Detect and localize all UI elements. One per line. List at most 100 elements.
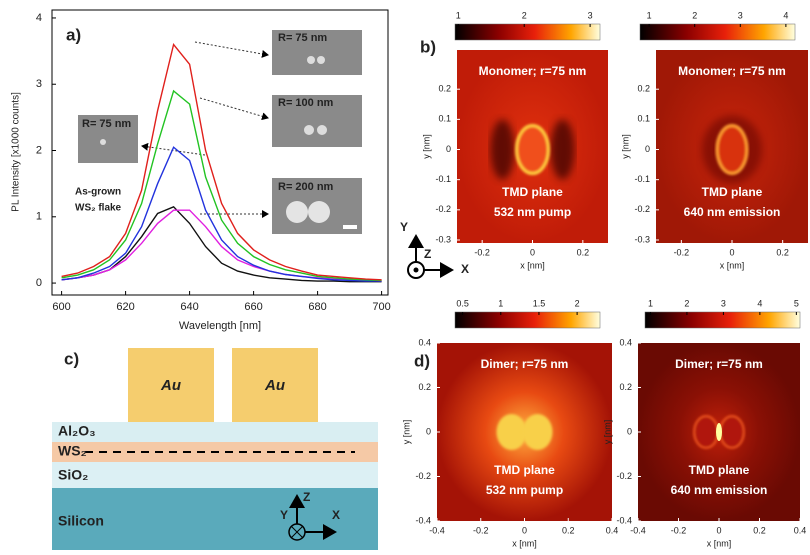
y-tick-label: 1 xyxy=(36,211,42,223)
x-tick-label: 0.2 xyxy=(776,247,789,257)
axis-letter: Z xyxy=(303,490,310,504)
y-axis-label: y [nm] xyxy=(401,420,411,445)
y-tick-label: 0 xyxy=(627,426,632,436)
colorbar-tick-label: 0.5 xyxy=(456,298,469,308)
inset-label: R= 100 nm xyxy=(278,97,334,109)
y-tick-label: 0.2 xyxy=(619,382,632,392)
x-tick-label: 0.2 xyxy=(753,525,766,535)
y-tick-label: 0.2 xyxy=(637,84,650,94)
y-tick-label: 0 xyxy=(426,426,431,436)
heatmap-title: Dimer; r=75 nm xyxy=(675,357,763,371)
inset-label: R= 75 nm xyxy=(278,32,327,44)
heatmap-title: Monomer; r=75 nm xyxy=(678,64,786,78)
field-shadow xyxy=(491,120,515,180)
heatmap-caption: TMD plane xyxy=(689,463,750,477)
y-tick-label: 4 xyxy=(36,12,42,24)
panel-label: a) xyxy=(66,25,81,44)
axis-letter: Z xyxy=(424,247,431,261)
flake-label: As-grown xyxy=(75,187,121,198)
colorbar xyxy=(455,24,600,40)
y-tick-label: -0.1 xyxy=(435,174,451,184)
x-tick-label: -0.2 xyxy=(674,247,690,257)
x-tick-label: -0.2 xyxy=(671,525,687,535)
y-tick-label: 0 xyxy=(645,144,650,154)
inset-label: R= 75 nm xyxy=(82,118,131,130)
x-tick-label: 680 xyxy=(308,301,326,313)
y-axis-label: y [nm] xyxy=(602,420,612,445)
axis-letter: Y xyxy=(280,508,288,522)
y-tick-label: -0.3 xyxy=(634,234,650,244)
layer-label: Au xyxy=(264,377,285,394)
layer-label: SiO₂ xyxy=(58,467,88,483)
axis-letter: Y xyxy=(400,220,408,234)
x-tick-label: 660 xyxy=(244,301,262,313)
y-tick-label: 0.2 xyxy=(438,84,451,94)
panel-label: d) xyxy=(414,351,430,370)
field-shadow xyxy=(551,120,575,180)
x-tick-label: -0.2 xyxy=(474,247,490,257)
colorbar-tick-label: 1.5 xyxy=(533,298,546,308)
x-axis-label: x [nm] xyxy=(512,538,537,548)
colorbar xyxy=(455,312,600,328)
x-axis-label: x [nm] xyxy=(520,260,545,270)
y-tick-label: -0.2 xyxy=(634,204,650,214)
colorbar-tick-label: 1 xyxy=(648,298,653,308)
colorbar-tick-label: 5 xyxy=(794,298,799,308)
figure: a) Wavelength [nm] PL Intensity [x1000 c… xyxy=(0,0,810,550)
inset-label: R= 200 nm xyxy=(278,181,334,193)
colorbar-tick-label: 2 xyxy=(522,10,527,20)
heatmap-caption: 640 nm emission xyxy=(684,205,781,219)
y-tick-label: -0.1 xyxy=(634,174,650,184)
field-ring xyxy=(720,416,744,448)
y-tick-label: -0.4 xyxy=(616,515,632,525)
axis-letter: X xyxy=(332,508,340,522)
y-tick-label: -0.3 xyxy=(435,234,451,244)
panel-label: b) xyxy=(420,37,436,56)
heatmap-caption: TMD plane xyxy=(494,463,555,477)
x-tick-label: 600 xyxy=(52,301,70,313)
y-tick-label: -0.2 xyxy=(415,471,431,481)
x-axis-label: Wavelength [nm] xyxy=(179,320,261,332)
flake-label: WS₂ flake xyxy=(75,203,122,214)
annotation-arrow xyxy=(142,42,268,214)
y-tick-label: 0.4 xyxy=(418,337,431,347)
colorbar-tick-label: 1 xyxy=(647,10,652,20)
colorbar-tick-label: 1 xyxy=(456,10,461,20)
field-hotspot xyxy=(716,423,722,441)
y-tick-label: -0.2 xyxy=(616,471,632,481)
colorbar-tick-label: 3 xyxy=(738,10,743,20)
colorbar-tick-label: 4 xyxy=(757,298,762,308)
colorbar-tick-label: 2 xyxy=(692,10,697,20)
colorbar xyxy=(645,312,800,328)
x-tick-label: 0 xyxy=(522,525,527,535)
layer-label: WS₂ xyxy=(58,443,87,459)
x-tick-label: 0.2 xyxy=(562,525,575,535)
field-blob xyxy=(523,414,553,450)
colorbar-tick-label: 3 xyxy=(721,298,726,308)
x-tick-label: -0.4 xyxy=(429,525,445,535)
field-blob xyxy=(497,414,527,450)
y-tick-label: 0.1 xyxy=(637,114,650,124)
y-tick-label: 0.4 xyxy=(619,337,632,347)
colorbar-tick-label: 2 xyxy=(684,298,689,308)
heatmap-title: Monomer; r=75 nm xyxy=(479,64,587,78)
x-tick-label: 0 xyxy=(530,247,535,257)
field-ring xyxy=(694,416,718,448)
heatmap-caption: 532 nm pump xyxy=(486,483,563,497)
x-tick-label: 700 xyxy=(372,301,390,313)
y-tick-label: 0 xyxy=(446,144,451,154)
x-tick-label: 0.2 xyxy=(577,247,590,257)
y-axis-label: y [nm] xyxy=(620,134,630,159)
field-ring xyxy=(517,126,549,174)
y-tick-label: -0.2 xyxy=(435,204,451,214)
x-tick-label: 0 xyxy=(729,247,734,257)
colorbar-tick-label: 1 xyxy=(498,298,503,308)
panel-label: c) xyxy=(64,349,79,368)
colorbar-tick-label: 3 xyxy=(588,10,593,20)
field-ring xyxy=(717,126,747,174)
y-tick-label: 0.1 xyxy=(438,114,451,124)
layer-label: Au xyxy=(160,377,181,394)
heatmap-title: Dimer; r=75 nm xyxy=(481,357,569,371)
x-axis-label: x [nm] xyxy=(707,538,732,548)
layer-label: Silicon xyxy=(58,513,104,529)
